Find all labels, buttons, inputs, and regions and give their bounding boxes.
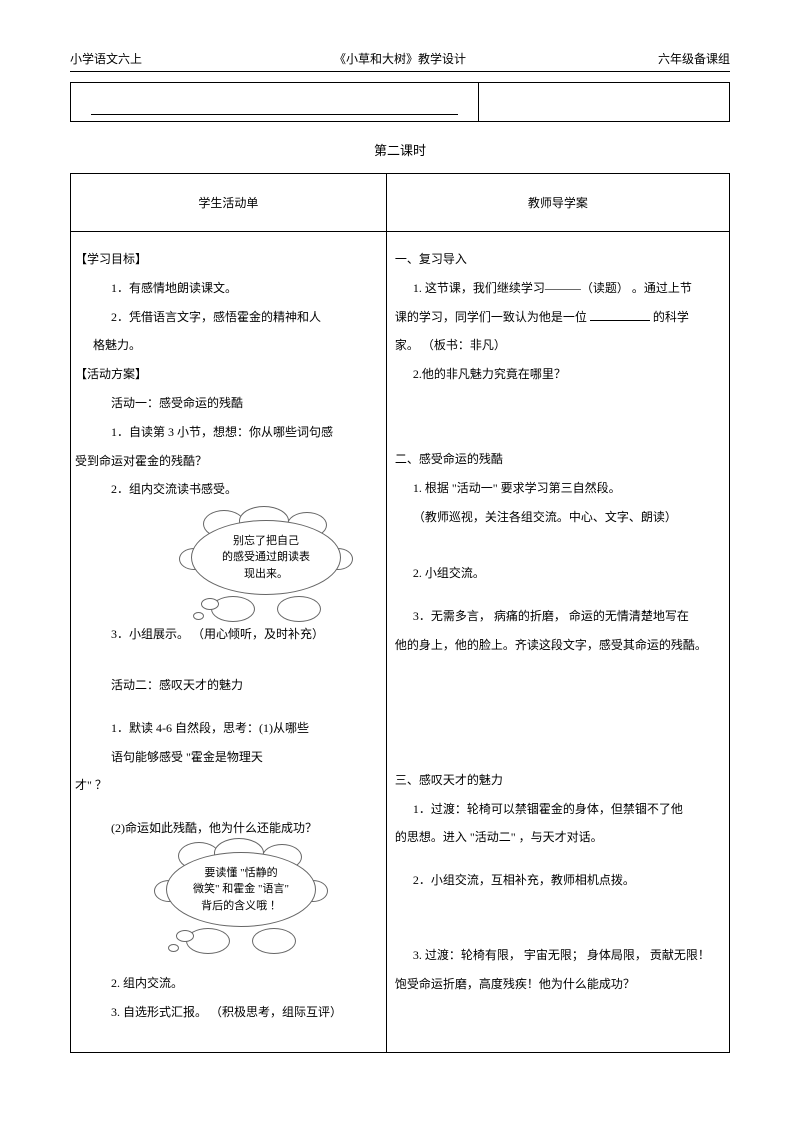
cloud-text: 别忘了把自己 的感受通过朗读表 现出来。 (222, 533, 310, 583)
section3-title: 三、感叹天才的魅力 (395, 769, 721, 792)
goal-2b: 格魅力。 (75, 334, 378, 357)
activity2-step1c: 才" ？ (75, 774, 378, 797)
learning-goal-title: 【学习目标】 (75, 248, 378, 271)
underline-rule (91, 114, 458, 115)
cloud1-line1: 别忘了把自己 (233, 535, 299, 547)
section2-line3b: 他的身上，他的脸上。齐读这段文字，感受其命运的残酷。 (395, 634, 721, 657)
header-center: 《小草和大树》教学设计 (334, 50, 466, 67)
student-activity-column: 【学习目标】 1．有感情地朗读课文。 2．凭借语言文字，感悟霍金的精神和人 格魅… (71, 232, 387, 1052)
s1-1b-text: 课的学习，同学们一致认为他是一位 (395, 310, 587, 324)
cloud-body: 别忘了把自己 的感受通过朗读表 现出来。 (191, 520, 341, 595)
activity2-step1b: 语句能够感受 "霍金是物理天 (75, 746, 378, 769)
activity1-step3: 3．小组展示。 （用心倾听，及时补充） (75, 623, 378, 646)
section1-line2: 2.他的非凡魅力究竟在哪里？ (395, 363, 721, 386)
fill-blank (590, 309, 650, 321)
goal-2a: 2．凭借语言文字，感悟霍金的精神和人 (75, 306, 378, 329)
cloud2-line3: 背后的含义哦 ！ (201, 900, 281, 912)
spacer (75, 652, 378, 660)
section3-line1b: 的思想。进入 "活动二" ，与天才对话。 (395, 826, 721, 849)
cloud-tail (176, 930, 194, 942)
cloud1-line2: 的感受通过朗读表 (222, 551, 310, 563)
s1-1c-text: 的科学 (653, 310, 689, 324)
section1-line1b: 课的学习，同学们一致认为他是一位 的科学 (395, 306, 721, 329)
section-subtitle: 第二课时 (70, 140, 730, 159)
cloud1-line3: 现出来。 (244, 568, 288, 580)
col-header-right: 教师导学案 (387, 174, 729, 231)
spacer (395, 663, 721, 763)
activity2-step3: 3. 自选形式汇报。 （积极思考，组际互评） (75, 1001, 378, 1024)
spacer (75, 803, 378, 811)
activity2-title: 活动二：感叹天才的魅力 (75, 674, 378, 697)
section3-line3b: 饱受命运折磨，高度残疾！他为什么能成功？ (395, 973, 721, 996)
cloud-tail (193, 612, 204, 620)
spacer (395, 855, 721, 863)
activity1-step1b: 受到命运对霍金的残酷？ (75, 450, 378, 473)
table-body: 【学习目标】 1．有感情地朗读课文。 2．凭借语言文字，感悟霍金的精神和人 格魅… (71, 232, 729, 1052)
table-header-row: 学生活动单 教师导学案 (71, 174, 729, 232)
teacher-guide-column: 一、复习导入 1. 这节课，我们继续学习———（读题） 。通过上节 课的学习，同… (387, 232, 729, 1052)
activity1-step2: 2．组内交流读书感受。 (75, 478, 378, 501)
header-left: 小学语文六上 (70, 50, 142, 67)
section3-line2: 2．小组交流，互相补充，教师相机点拨。 (395, 869, 721, 892)
section1-line1a: 1. 这节课，我们继续学习———（读题） 。通过上节 (395, 277, 721, 300)
cloud-bump (277, 596, 321, 622)
spacer (75, 660, 378, 668)
section1-line1d: 家。 （板书：非凡） (395, 334, 721, 357)
section1-title: 一、复习导入 (395, 248, 721, 271)
activity2-q2: (2)命运如此残酷，他为什么还能成功？ (75, 817, 378, 840)
cloud-tail (168, 944, 179, 952)
cloud-tail (201, 598, 219, 610)
spacer (395, 392, 721, 442)
section2-title: 二、感受命运的残酷 (395, 448, 721, 471)
cloud-text: 要读懂 "恬静的 微笑" 和霍金 "语言" 背后的含义哦 ！ (193, 865, 289, 915)
thought-bubble-1: 别忘了把自己 的感受通过朗读表 现出来。 (191, 520, 341, 612)
cloud-bump (252, 928, 296, 954)
top-divider-box (70, 82, 730, 122)
section3-line1a: 1．过渡：轮椅可以禁锢霍金的身体，但禁锢不了他 (395, 798, 721, 821)
activity1-title: 活动一：感受命运的残酷 (75, 392, 378, 415)
top-box-left (71, 83, 479, 121)
spacer (75, 703, 378, 711)
page-header: 小学语文六上 《小草和大树》教学设计 六年级备课组 (70, 50, 730, 72)
goal-1: 1．有感情地朗读课文。 (75, 277, 378, 300)
spacer (395, 898, 721, 938)
section2-line1a: 1. 根据 "活动一" 要求学习第三自然段。 (395, 477, 721, 500)
section3-line3a: 3. 过渡：轮椅有限， 宇宙无限； 身体局限， 贡献无限！ (395, 944, 721, 967)
activity2-step2: 2. 组内交流。 (75, 972, 378, 995)
section2-line1b: （教师巡视，关注各组交流。中心、文字、朗读） (395, 506, 721, 529)
plan-title: 【活动方案】 (75, 363, 378, 386)
cloud2-line1: 要读懂 "恬静的 (204, 867, 277, 879)
section2-line2: 2. 小组交流。 (395, 562, 721, 585)
top-box-right (479, 83, 729, 121)
cloud2-line2: 微笑" 和霍金 "语言" (193, 883, 289, 895)
header-right: 六年级备课组 (658, 50, 730, 67)
cloud-body: 要读懂 "恬静的 微笑" 和霍金 "语言" 背后的含义哦 ！ (166, 852, 316, 927)
col-header-left: 学生活动单 (71, 174, 387, 231)
main-table: 学生活动单 教师导学案 【学习目标】 1．有感情地朗读课文。 2．凭借语言文字，… (70, 173, 730, 1053)
activity2-step1a: 1．默读 4-6 自然段，思考：(1)从哪些 (75, 717, 378, 740)
activity1-step1a: 1．自读第 3 小节，想想：你从哪些词句感 (75, 421, 378, 444)
section2-line3a: 3．无需多言， 病痛的折磨， 命运的无情清楚地写在 (395, 605, 721, 628)
thought-bubble-2: 要读懂 "恬静的 微笑" 和霍金 "语言" 背后的含义哦 ！ (166, 852, 316, 944)
spacer (395, 591, 721, 599)
spacer (395, 534, 721, 556)
